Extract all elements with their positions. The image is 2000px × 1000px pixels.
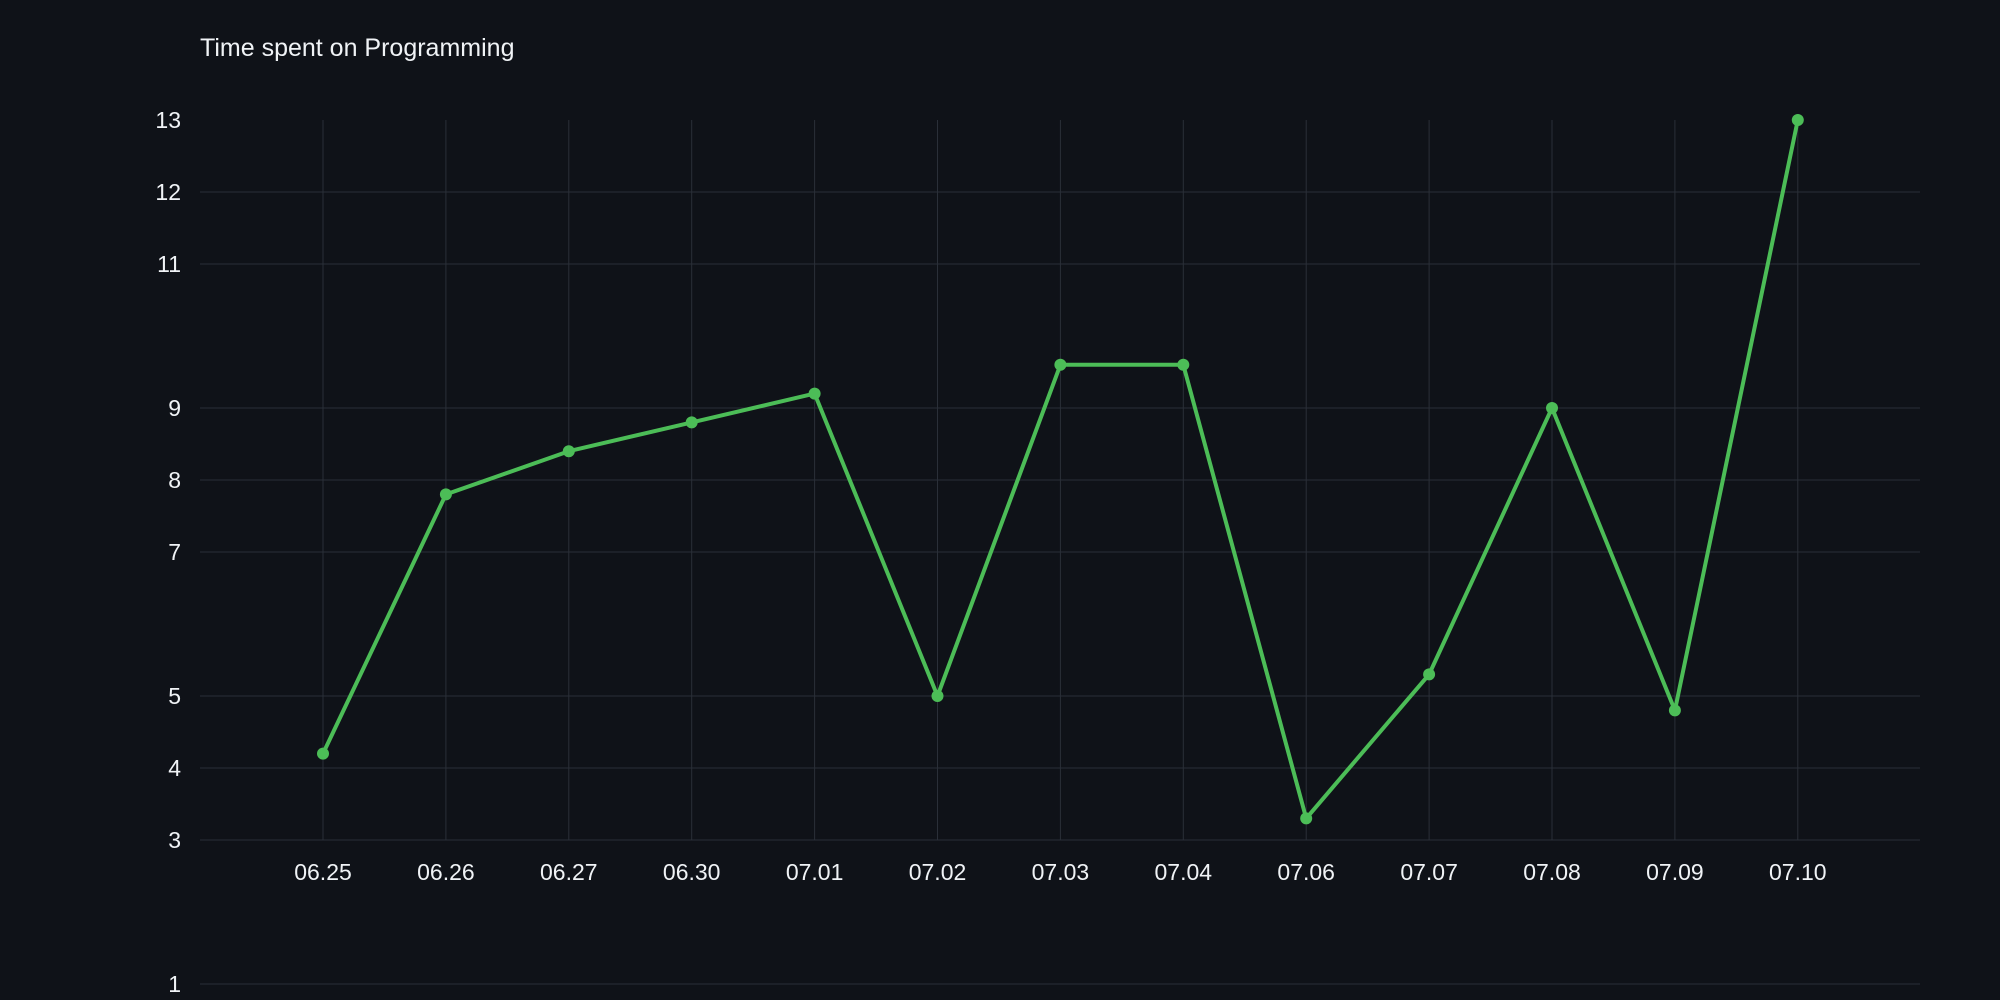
x-tick-label: 07.01 <box>786 859 844 885</box>
vertical-gridlines <box>322 120 1799 840</box>
data-point[interactable] <box>1423 668 1436 681</box>
x-tick-label: 06.30 <box>663 859 721 885</box>
data-point[interactable] <box>808 387 821 400</box>
y-tick-label: 9 <box>168 395 181 421</box>
data-point[interactable] <box>562 445 575 458</box>
y-tick-label: 4 <box>168 755 181 781</box>
data-point[interactable] <box>1668 704 1681 717</box>
data-point[interactable] <box>1791 114 1804 126</box>
data-point[interactable] <box>1546 402 1558 414</box>
chart-title: Time spent on Programming <box>200 34 515 62</box>
x-tick-label: 06.26 <box>417 859 475 885</box>
x-tick-label: 07.03 <box>1032 859 1090 885</box>
x-tick-label: 07.10 <box>1769 859 1827 885</box>
data-point[interactable] <box>1300 812 1313 825</box>
y-tick-label: 7 <box>168 539 181 565</box>
x-tick-label: 07.09 <box>1646 859 1704 885</box>
y-tick-label: 8 <box>168 467 181 493</box>
series-points-group <box>317 114 1804 825</box>
data-point[interactable] <box>931 690 944 702</box>
y-tick-label: 3 <box>168 827 181 853</box>
data-point[interactable] <box>1177 358 1190 371</box>
x-tick-label: 07.02 <box>909 859 967 885</box>
y-tick-label: 5 <box>168 683 181 709</box>
x-axis-tick-labels: 06.25 06.26 06.27 06.30 07.01 07.02 07.03 07.04… <box>294 859 1826 885</box>
data-point[interactable] <box>685 416 698 429</box>
y-tick-label: 13 <box>155 107 181 133</box>
x-tick-label: 06.25 <box>294 859 352 885</box>
y-tick-label: 12 <box>155 179 181 205</box>
y-tick-label: 1 <box>168 971 181 997</box>
data-point[interactable] <box>439 488 452 501</box>
x-tick-label: 06.27 <box>540 859 598 885</box>
x-tick-label: 07.04 <box>1155 859 1213 885</box>
x-tick-label: 07.08 <box>1523 859 1581 885</box>
data-point[interactable] <box>317 747 329 760</box>
data-point[interactable] <box>1054 358 1067 371</box>
x-tick-label: 07.07 <box>1400 859 1458 885</box>
x-tick-label: 07.06 <box>1277 859 1335 885</box>
y-tick-label: 11 <box>157 251 181 277</box>
